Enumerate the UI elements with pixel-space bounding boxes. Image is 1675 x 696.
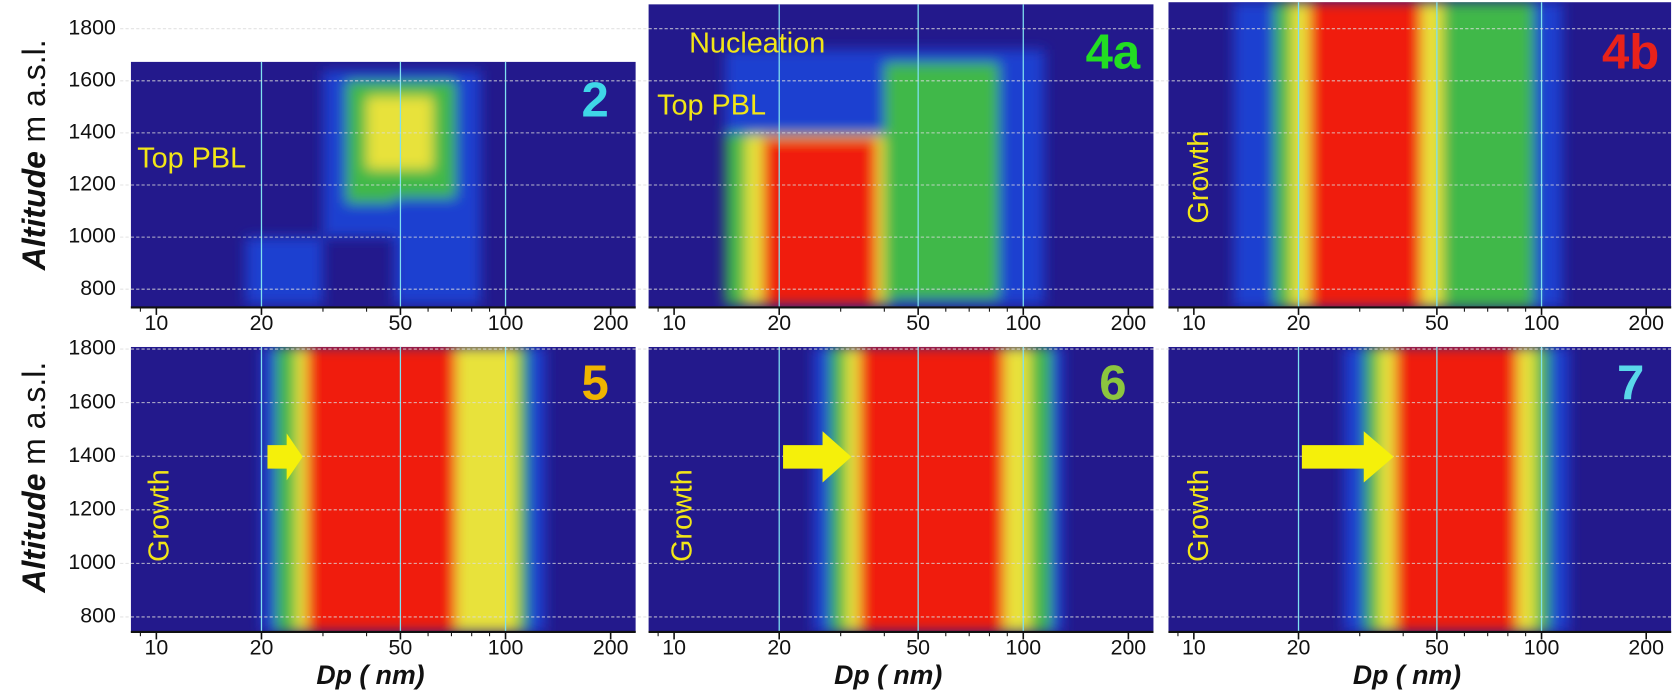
annotation: Growth — [1183, 469, 1215, 562]
grid — [120, 348, 1672, 618]
x-tick-label: 100 — [488, 311, 524, 335]
x-tick-label: 100 — [1524, 636, 1560, 660]
x-tick-label: 20 — [767, 311, 791, 335]
row: 10 20 50 100 200 2 10 20 50 100 200 4a 10 20 50 100 200 4… — [68, 2, 1672, 335]
y-tick-label: 1800 — [68, 15, 116, 39]
heatmap — [813, 346, 1064, 632]
x-tick-label: 200 — [1111, 311, 1147, 335]
panel — [648, 346, 1154, 632]
x-tick-label: 10 — [662, 636, 686, 660]
panel-label: 6 — [1099, 356, 1126, 410]
x-tick-label: 50 — [1425, 311, 1449, 335]
y-tick-label: 1200 — [68, 496, 116, 520]
heat-region — [859, 346, 1004, 632]
x-tick-label: 50 — [906, 636, 930, 660]
y-tick-label: 1600 — [68, 67, 116, 91]
panel — [648, 4, 1154, 308]
x-tick-label: 200 — [1628, 311, 1664, 335]
x-tick-label: 10 — [1182, 636, 1206, 660]
x-tick-label: 20 — [250, 636, 274, 660]
x-tick-label: 100 — [488, 636, 524, 660]
annotation: Growth — [1183, 131, 1215, 224]
y-axis-label: Altitude m a.s.l. — [16, 362, 52, 594]
x-tick-label: 20 — [250, 311, 274, 335]
x-tick-label: 10 — [1182, 311, 1206, 335]
x-tick-label: 10 — [144, 636, 168, 660]
y-tick-label: 800 — [80, 604, 116, 628]
heat-region — [884, 62, 999, 300]
y-label-rest: m a.s.l. — [16, 39, 52, 142]
annotation: Top PBL — [657, 89, 766, 121]
x-axis-label: Dp ( nm) — [316, 660, 424, 690]
panel — [1168, 346, 1672, 632]
y-tick-label: 1800 — [68, 336, 116, 360]
x-tick-label: 20 — [767, 636, 791, 660]
heat-region — [306, 346, 456, 632]
y-tick-label: 1400 — [68, 443, 116, 467]
panel-label: 7 — [1617, 356, 1644, 410]
x-tick-label: 200 — [593, 636, 629, 660]
y-axis-label: Altitude m a.s.l. — [16, 39, 52, 271]
heat-region — [394, 198, 481, 305]
heatmap — [1343, 346, 1570, 632]
heatmap — [261, 346, 546, 632]
annotation: Growth — [666, 469, 698, 562]
x-tick-label: 100 — [1524, 311, 1560, 335]
heatmap — [725, 49, 1045, 305]
annotation: Nucleation — [689, 27, 825, 59]
y-label-italic: Altitude — [16, 473, 52, 593]
x-tick-label: 200 — [1111, 636, 1147, 660]
annotation: Top PBL — [137, 143, 246, 175]
x-tick-label: 50 — [389, 311, 413, 335]
x-tick-label: 10 — [662, 311, 686, 335]
annotation: Growth — [143, 469, 175, 562]
y-tick-label: 1000 — [68, 224, 116, 248]
panels: 10 20 50 100 200 2 10 20 50 100 200 4a 10 20 50 100 200 4… — [68, 2, 1672, 690]
panel-label: 2 — [582, 74, 609, 128]
heatmap — [1233, 2, 1563, 308]
heat-region — [1309, 2, 1421, 308]
y-label-rest: m a.s.l. — [16, 362, 52, 465]
y-tick-label: 800 — [80, 276, 116, 300]
x-tick-label: 50 — [1425, 636, 1449, 660]
y-tick-label: 1600 — [68, 389, 116, 413]
panel — [1168, 2, 1672, 308]
x-axis-label: Dp ( nm) — [1353, 660, 1461, 690]
panel-label: 4b — [1602, 25, 1659, 79]
arrow — [267, 433, 303, 481]
heat-region — [1395, 346, 1518, 632]
y-tick-label: 1000 — [68, 550, 116, 574]
heat-region — [245, 237, 323, 305]
x-tick-label: 200 — [1628, 636, 1664, 660]
y-tick-label: 1200 — [68, 172, 116, 196]
y-label-italic: Altitude — [16, 151, 52, 271]
arrow — [783, 431, 852, 483]
heat-region — [763, 138, 877, 305]
x-tick-label: 20 — [1287, 636, 1311, 660]
x-tick-label: 50 — [389, 636, 413, 660]
x-tick-label: 100 — [1005, 311, 1041, 335]
panel-label: 5 — [582, 356, 609, 410]
overlay: Altitude m a.s.l. Altitude m a.s.l. Top PB… — [16, 27, 1394, 594]
panel — [130, 346, 636, 632]
x-tick-label: 100 — [1005, 636, 1041, 660]
x-axis-label: Dp ( nm) — [834, 660, 942, 690]
x-tick-label: 20 — [1287, 311, 1311, 335]
grid — [120, 28, 1672, 290]
arrow — [1301, 431, 1394, 483]
x-tick-label: 200 — [593, 311, 629, 335]
y-tick-label: 1400 — [68, 120, 116, 144]
panel-label: 4a — [1086, 25, 1141, 79]
row: 10 20 50 100 200 5 Dp ( nm) 10 20 50 100 200 6 Dp ( n… — [68, 336, 1672, 690]
x-tick-label: 50 — [906, 311, 930, 335]
x-tick-label: 10 — [144, 311, 168, 335]
